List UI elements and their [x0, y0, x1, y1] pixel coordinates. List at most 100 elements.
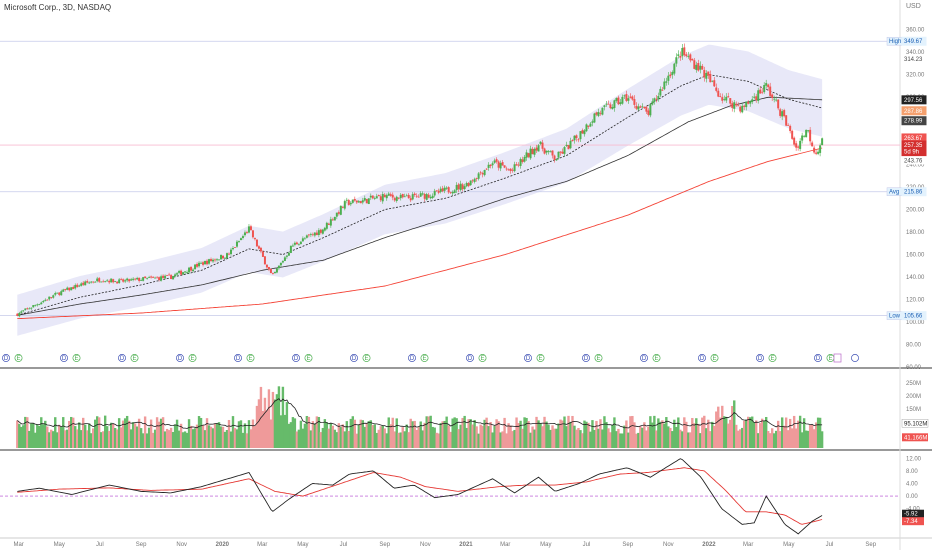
candle-body — [419, 193, 422, 197]
candle-body — [176, 273, 179, 275]
volume-bar — [753, 422, 756, 448]
volume-bar — [812, 429, 816, 448]
volume-bar — [447, 425, 450, 448]
volume-bar — [115, 429, 119, 448]
candle-body — [723, 99, 726, 100]
candle-body — [757, 90, 760, 101]
earnings-marker-label: E — [190, 356, 194, 362]
volume-bar — [589, 431, 592, 448]
volume-bar — [93, 419, 97, 448]
candle-body — [725, 96, 728, 101]
candle-body — [184, 271, 187, 273]
candle-body — [90, 281, 93, 283]
candle-body — [40, 302, 43, 305]
volume-bar — [275, 394, 279, 448]
volume-bar — [30, 423, 33, 448]
candle-body — [30, 307, 33, 309]
time-tick-label: Nov — [420, 542, 431, 548]
candle-body — [393, 198, 396, 201]
earnings-marker — [768, 354, 777, 362]
price-tag-label: 287.86 — [904, 109, 923, 115]
volume-bar — [759, 423, 762, 448]
earnings-marker — [14, 354, 23, 362]
volume-bar — [263, 397, 267, 448]
volume-bar — [541, 426, 544, 448]
earnings-marker — [652, 354, 661, 362]
volume-bar — [291, 417, 295, 448]
candle-body — [36, 304, 39, 306]
price-tick-label: 320.00 — [906, 73, 925, 79]
candle-body — [224, 257, 226, 259]
volume-bar — [731, 405, 734, 448]
volume-bar — [739, 429, 742, 448]
time-tick-label: May — [783, 542, 794, 548]
candle-body — [529, 148, 532, 159]
candle-body — [283, 257, 286, 261]
volume-bar — [369, 420, 372, 448]
dividend-marker-label: D — [120, 356, 125, 362]
dividend-marker-label: D — [178, 356, 183, 362]
candle-body — [102, 281, 105, 283]
candle-body — [206, 260, 209, 265]
volume-bar — [54, 417, 57, 448]
candle-body — [423, 194, 426, 199]
volume-bar — [225, 430, 229, 448]
candle-body — [210, 259, 213, 261]
volume-bar — [335, 432, 339, 448]
volume-bar — [667, 426, 670, 448]
candle-body — [681, 47, 684, 57]
candle-body — [741, 105, 744, 113]
candle-body — [379, 196, 382, 201]
price-tag-label: 257.35 — [904, 143, 923, 149]
candle-body — [337, 212, 340, 214]
volume-bar — [792, 415, 796, 448]
candle-body — [80, 283, 83, 286]
volume-bar — [44, 420, 47, 448]
volume-bar — [735, 424, 738, 448]
candle-body — [208, 259, 211, 264]
volume-bar — [751, 416, 754, 448]
price-tick-label: 80.00 — [906, 343, 922, 349]
volume-bar — [772, 433, 776, 448]
volume-bar — [86, 430, 89, 448]
candle-body — [483, 170, 486, 176]
volume-bar — [511, 431, 514, 448]
candle-body — [212, 259, 215, 262]
candle-body — [126, 278, 129, 281]
volume-bar — [167, 430, 171, 448]
time-tick-label: Jul — [583, 542, 591, 548]
volume-bar — [375, 432, 378, 448]
candle-body — [721, 97, 724, 101]
volume-bar — [97, 417, 101, 448]
price-tag-box — [901, 116, 927, 126]
volume-bar — [181, 432, 185, 448]
volatility-band — [17, 44, 823, 336]
candle-body — [291, 245, 294, 247]
candle-body — [407, 194, 410, 199]
earnings-marker — [594, 354, 603, 362]
candle-body — [150, 276, 153, 278]
earnings-marker-label: E — [364, 356, 368, 362]
volume-bar — [207, 425, 211, 448]
volume-bar — [185, 432, 189, 448]
volume-bar — [723, 416, 726, 448]
candle-body — [24, 308, 27, 310]
volume-bar — [237, 421, 241, 448]
candle-body — [38, 304, 41, 306]
candle-body — [619, 102, 622, 105]
candle-body — [441, 188, 444, 192]
candle-body — [214, 259, 217, 261]
candle-body — [693, 60, 696, 69]
candle-body — [361, 200, 364, 203]
candle-body — [168, 274, 171, 276]
earnings-marker-label: E — [480, 356, 484, 362]
volume-bar — [802, 418, 806, 448]
candle-body — [54, 293, 57, 295]
volume-bar — [201, 425, 205, 448]
volume-bar — [617, 428, 620, 448]
volume-bar — [774, 430, 778, 448]
candle-body — [507, 169, 510, 171]
dividend-marker — [60, 354, 68, 362]
candle-body — [401, 194, 404, 198]
